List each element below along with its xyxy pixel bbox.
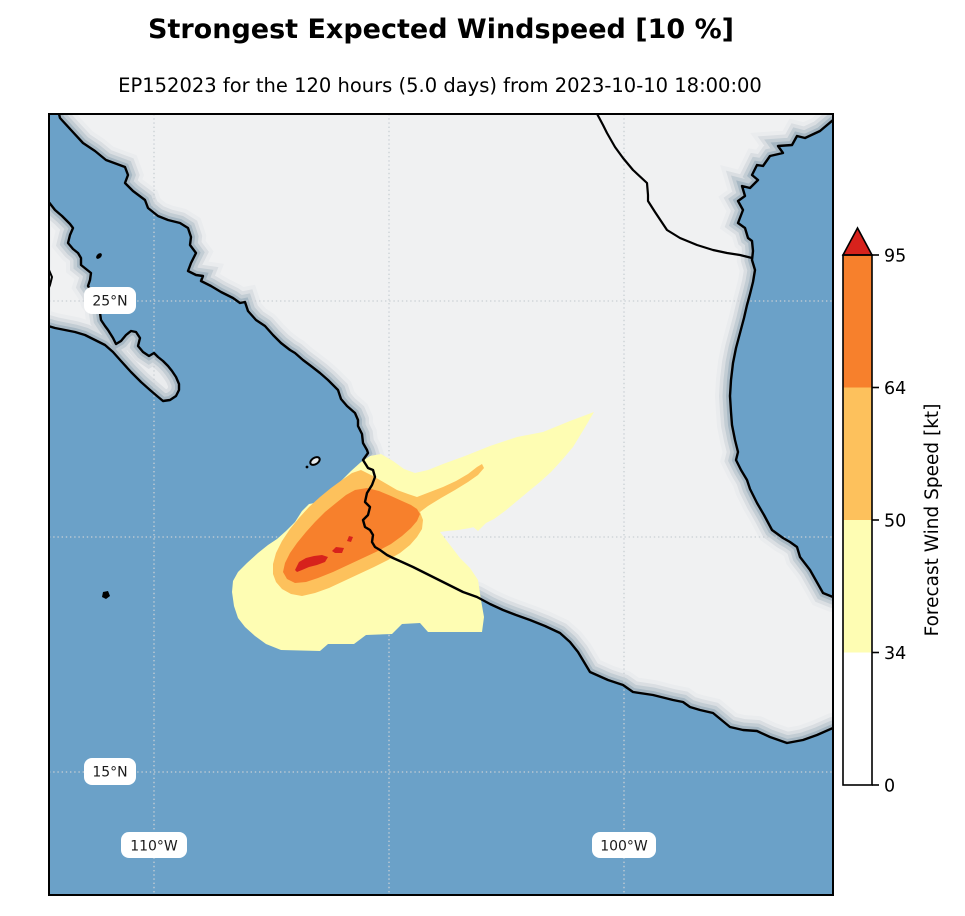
wind-95kt-blob-2 bbox=[332, 547, 344, 553]
grid-label-25n-text: 25°N bbox=[92, 294, 127, 310]
colorbar-segment-0-34 bbox=[843, 652, 872, 785]
chart-title: Strongest Expected Windspeed [10 %] bbox=[148, 14, 734, 45]
grid-label-group: 25°N 15°N 110°W 100°W bbox=[84, 287, 656, 858]
islas-marias-islet bbox=[305, 465, 309, 469]
gulf-islet bbox=[96, 253, 102, 259]
grid-label-110w-text: 110°W bbox=[130, 839, 178, 855]
colorbar-segment-34-50 bbox=[843, 520, 872, 653]
baja-pacific-islet bbox=[49, 269, 53, 291]
coastlines bbox=[49, 114, 833, 745]
chart-subtitle: EP152023 for the 120 hours (5.0 days) fr… bbox=[118, 74, 762, 97]
colorbar-tick-50: 50 bbox=[884, 512, 906, 532]
wind-95kt-blob-1 bbox=[295, 555, 328, 572]
map-border bbox=[48, 113, 834, 896]
wind-95kt-blob-3 bbox=[347, 536, 353, 542]
grid-label-110w: 110°W bbox=[121, 832, 187, 858]
colorbar-tick-64: 64 bbox=[884, 379, 906, 399]
islands bbox=[96, 253, 321, 599]
colorbar-tick-labels: 95 64 50 34 0 bbox=[884, 247, 906, 797]
colorbar-tick-0: 0 bbox=[884, 777, 895, 797]
grid-label-15n: 15°N bbox=[84, 758, 136, 785]
wind-swath bbox=[232, 412, 594, 651]
grid-label-100w: 100°W bbox=[592, 832, 656, 858]
map-canvas: 25°N 15°N 110°W 100°W bbox=[49, 114, 833, 895]
colorbar-tick-34: 34 bbox=[884, 644, 906, 664]
colorbar-axis-label: Forecast Wind Speed [kt] bbox=[922, 404, 943, 637]
grid-label-15n-text: 15°N bbox=[92, 765, 127, 781]
wind-band-34kt-speck bbox=[471, 523, 486, 531]
islas-marias-island bbox=[309, 456, 321, 466]
wind-band-95kt bbox=[295, 536, 353, 572]
socorro-island bbox=[102, 591, 110, 599]
colorbar-segment-64-95 bbox=[843, 255, 872, 388]
colorbar-tick-95: 95 bbox=[884, 247, 906, 267]
rio-grande-border-line bbox=[595, 114, 754, 260]
grid-label-25n: 25°N bbox=[84, 287, 136, 314]
grid-label-100w-text: 100°W bbox=[600, 839, 648, 855]
colorbar-segment-50-64 bbox=[843, 387, 872, 520]
colorbar: 95 64 50 34 0 Forecast Wind Speed [kt] bbox=[841, 226, 943, 797]
colorbar-ticks bbox=[872, 254, 879, 786]
colorbar-over-arrow bbox=[841, 226, 874, 256]
